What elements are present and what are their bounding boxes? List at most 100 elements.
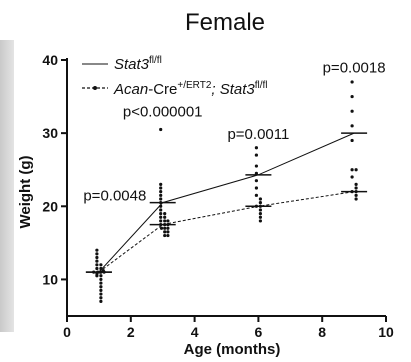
series-1-point [354, 182, 358, 186]
series-0-point [350, 168, 354, 172]
series-1-point [99, 274, 103, 278]
series-1-point [258, 204, 262, 208]
y-tick-label-40: 40 [42, 52, 58, 68]
series-1-point [258, 219, 262, 223]
series-0-point [95, 266, 99, 271]
series-0-point [95, 255, 99, 260]
series-0-point [254, 153, 258, 157]
p-value-3: p=0.0018 [323, 59, 386, 76]
series-1-point [166, 230, 170, 234]
series-1-point [258, 215, 262, 219]
series-1-point [96, 270, 100, 274]
series-0-point [350, 175, 354, 179]
x-axis-label: Age (months) [184, 341, 281, 358]
series-1-point [258, 201, 262, 205]
series-1-point [163, 219, 167, 223]
series-0-point [159, 186, 163, 190]
series-0-point [254, 146, 258, 150]
series-0-point [159, 201, 163, 205]
y-axis-label: Weight (g) [17, 155, 34, 228]
series-0-point [95, 259, 99, 263]
series-1-point [99, 288, 103, 292]
series-0-point [350, 80, 354, 84]
series-1-point [166, 226, 170, 230]
series-0-point [350, 109, 354, 113]
series-1-point [354, 186, 358, 190]
series-1-point [166, 233, 170, 238]
series-0-point [254, 186, 258, 190]
x-tick-label-6: 6 [255, 324, 263, 340]
series-0-point [95, 252, 99, 256]
series-1-point [99, 263, 103, 267]
series-0-point [159, 208, 163, 212]
background-strip [0, 40, 14, 332]
series-0-point [159, 190, 163, 194]
series-1-point [354, 168, 358, 172]
series-1-point [163, 222, 167, 227]
x-tick-label-0: 0 [63, 324, 71, 340]
series-0-mean-line [98, 132, 355, 273]
series-1-point [163, 215, 167, 219]
axes: 0 2 4 6 8 10 10 20 30 40 [42, 52, 394, 340]
series-1-point [166, 219, 170, 223]
series-1-point [354, 197, 358, 201]
p-value-2: p=0.0011 [227, 126, 289, 143]
series-1-point [258, 212, 262, 216]
data-points [92, 80, 358, 303]
series-1-point [99, 296, 103, 300]
series-0-point [159, 219, 163, 223]
legend-label-acan: Acan-Cre+/ERT2; Stat3fl/fl [113, 80, 268, 98]
series-1-point [163, 212, 167, 216]
series-0-point [350, 190, 354, 194]
series-1-point [354, 193, 358, 197]
series-0-point [92, 270, 96, 274]
series-0-point [159, 197, 163, 201]
series-1-point [99, 285, 103, 289]
x-tick-label-4: 4 [191, 324, 199, 340]
series-0-point [95, 248, 99, 252]
series-0-point [159, 215, 163, 219]
series-0-point [95, 274, 99, 278]
x-tick-label-10: 10 [378, 324, 394, 340]
series-0-point [254, 204, 258, 208]
series-0-point [350, 94, 354, 99]
series-1-point [99, 299, 103, 303]
p-value-annotations: p=0.0048 p<0.000001 p=0.0011 p=0.0018 [83, 59, 385, 204]
series-0-point [159, 193, 163, 197]
legend-label-stat3: Stat3fl/fl [114, 55, 162, 73]
series-1-point [354, 190, 358, 194]
series-0-point [159, 204, 163, 208]
p-value-0: p=0.0048 [83, 187, 146, 204]
x-tick-label-2: 2 [127, 324, 135, 340]
series-1-point [99, 281, 103, 285]
x-tick-label-8: 8 [318, 324, 326, 340]
series-1-point [163, 226, 167, 230]
series-0-point [159, 182, 163, 186]
series-0-point [254, 193, 258, 197]
series-0-point [95, 263, 99, 267]
series-0-point [350, 124, 354, 128]
series-0-point [350, 138, 354, 143]
series-0-point [159, 222, 163, 227]
legend: Stat3fl/fl Acan-Cre+/ERT2; Stat3fl/fl [82, 55, 268, 98]
legend-marker [93, 86, 97, 90]
series-1-point [163, 233, 167, 238]
series-1-point [258, 208, 262, 212]
series-1-point [99, 270, 103, 274]
y-tick-label-30: 30 [42, 125, 58, 141]
series-1-point [159, 226, 164, 230]
series-1-mean-line [98, 191, 355, 273]
series-1-point [99, 277, 103, 282]
series-1-point [99, 292, 103, 296]
p-value-1: p<0.000001 [123, 103, 203, 120]
series-0-point [159, 212, 163, 216]
series-1-point [99, 266, 103, 271]
series-1-point [258, 197, 262, 201]
series-1-point [166, 222, 170, 227]
chart-title: Female [185, 9, 265, 36]
series-1-point [102, 270, 106, 274]
y-tick-label-10: 10 [42, 271, 58, 287]
series-0-point [254, 164, 258, 168]
series-1-point [163, 230, 167, 234]
